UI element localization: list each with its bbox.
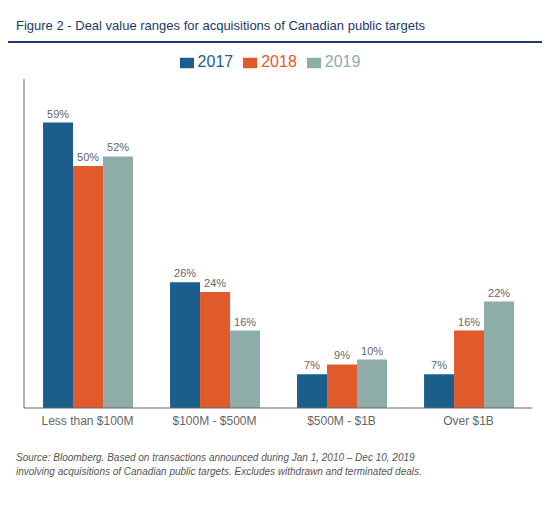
svg-text:16%: 16% xyxy=(234,316,256,328)
svg-text:22%: 22% xyxy=(488,287,510,299)
svg-text:9%: 9% xyxy=(334,349,350,361)
svg-text:Over $1B: Over $1B xyxy=(443,414,494,428)
svg-text:52%: 52% xyxy=(107,141,129,153)
svg-text:24%: 24% xyxy=(204,277,226,289)
svg-text:10%: 10% xyxy=(361,345,383,357)
svg-text:16%: 16% xyxy=(458,316,480,328)
html-text:Source: Bloomberg. Based on tr: Source: Bloomberg. Based on transactions… xyxy=(16,452,422,477)
svg-text:26%: 26% xyxy=(174,267,196,279)
svg-text:59%: 59% xyxy=(47,108,69,120)
html-text:2019: 2019 xyxy=(324,53,361,70)
html-text:2017: 2017 xyxy=(197,53,234,70)
svg-text:$500M - $1B: $500M - $1B xyxy=(307,414,376,428)
svg-text:7%: 7% xyxy=(304,359,320,371)
svg-text:7%: 7% xyxy=(431,359,447,371)
svg-text:50%: 50% xyxy=(77,151,99,163)
html-text:2018: 2018 xyxy=(261,53,297,70)
svg-text:Less than $100M: Less than $100M xyxy=(41,414,133,428)
svg-text:$100M - $500M: $100M - $500M xyxy=(172,414,256,428)
html-text:Figure 2 - Deal value ranges f: Figure 2 - Deal value ranges for acquisi… xyxy=(16,18,425,33)
